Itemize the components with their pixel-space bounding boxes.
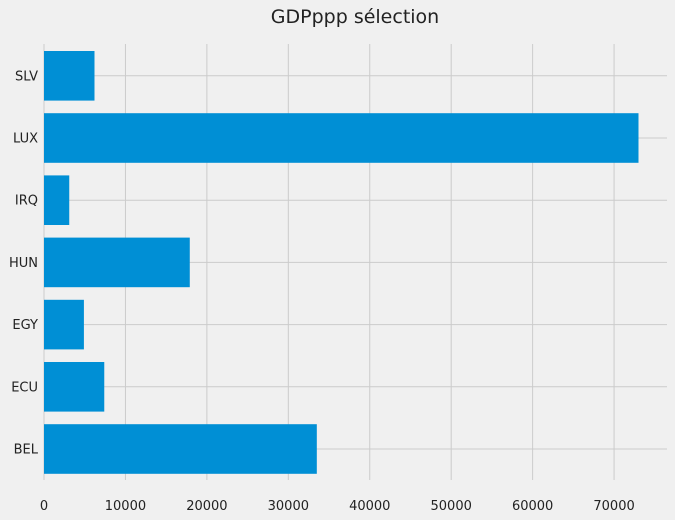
- y-tick-label: HUN: [9, 256, 38, 271]
- x-tick-label: 60000: [512, 499, 553, 514]
- x-tick-label: 50000: [431, 499, 472, 514]
- x-tick-label: 10000: [105, 499, 146, 514]
- chart-title: GDPppp sélection: [271, 6, 439, 28]
- x-tick-label: 30000: [268, 499, 309, 514]
- x-tick-label: 20000: [186, 499, 227, 514]
- y-tick-label: LUX: [13, 132, 38, 147]
- bar-hun: [44, 237, 190, 288]
- bar-egy: [44, 299, 84, 350]
- y-axis-tick-labels: BEL ECU EGY HUN IRQ LUX SLV: [9, 69, 39, 457]
- x-axis-tick-labels: 0 10000 20000 30000 40000 50000 60000 70000: [40, 499, 635, 514]
- bar-lux: [44, 113, 639, 163]
- y-tick-label: SLV: [15, 69, 38, 84]
- x-tick-label: 70000: [593, 499, 634, 514]
- bars: [44, 51, 639, 474]
- bar-ecu: [44, 362, 105, 412]
- bar-irq: [44, 175, 70, 225]
- bar-slv: [44, 51, 95, 101]
- y-tick-label: BEL: [14, 443, 39, 458]
- y-tick-label: ECU: [11, 380, 38, 395]
- y-tick-label: EGY: [12, 318, 38, 333]
- bar-bel: [44, 424, 317, 474]
- y-tick-label: IRQ: [15, 194, 38, 209]
- x-tick-label: 40000: [349, 499, 390, 514]
- x-tick-label: 0: [40, 499, 48, 514]
